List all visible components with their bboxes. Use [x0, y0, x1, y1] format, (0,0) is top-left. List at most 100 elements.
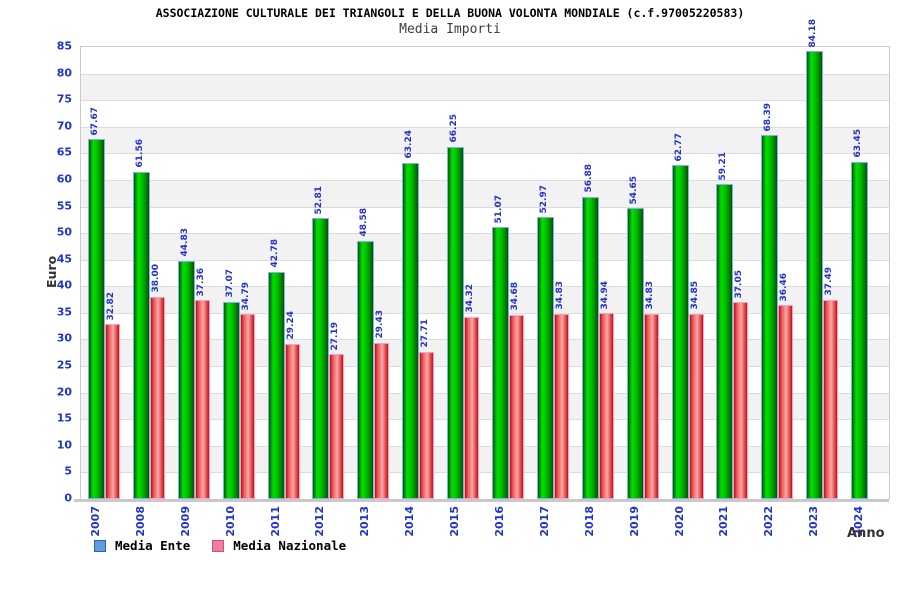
media-nazionale-bar: [149, 296, 165, 499]
x-tick-label: 2013: [358, 506, 372, 537]
bar-group: 48.58 29.43: [350, 47, 395, 499]
grid-band: [81, 445, 889, 473]
grid-band: [81, 312, 889, 340]
media-nazionale-value-label: 38.00: [150, 264, 161, 293]
x-tick-label: 2023: [807, 506, 821, 537]
media-ente-value-label: 52.81: [314, 185, 325, 215]
media-nazionale-value-label: 32.82: [106, 292, 116, 321]
media-nazionale-value-label: 37.05: [734, 269, 745, 298]
bar-group: 67.67 32.82: [81, 47, 126, 499]
media-nazionale-bar: [778, 305, 794, 499]
bar-group: 56.88 34.94: [575, 47, 620, 499]
media-nazionale-bar: [374, 342, 390, 499]
media-ente-value-label: 51.07: [494, 194, 504, 224]
bar-group: 84.18 37.49: [799, 19, 844, 499]
media-nazionale-bar: [419, 351, 435, 499]
legend-swatch-media-ente-icon: [94, 539, 106, 552]
x-tick-label: 2010: [223, 506, 237, 537]
media-ente-bar: [402, 162, 420, 499]
media-ente-bar: [177, 260, 195, 499]
media-nazionale-value-label: 27.71: [420, 319, 431, 348]
media-ente-bar: [222, 301, 240, 499]
grid-band: [81, 179, 889, 207]
media-ente-value-label: 62.77: [673, 132, 684, 162]
bar-group: 37.07 34.79: [216, 47, 261, 499]
media-ente-bar: [761, 135, 779, 499]
media-nazionale-value-label: 34.68: [510, 282, 520, 311]
y-axis-tick-labels: 0 5 10 15 20 25 30 35 40 45 50 55 60 65 70 75 80 85: [0, 41, 72, 504]
grid-band: [81, 126, 889, 154]
media-nazionale-value-label: 29.24: [285, 311, 296, 340]
media-ente-bar: [626, 208, 644, 499]
y-tick-label: 60: [56, 172, 72, 186]
media-ente-value-label: 54.65: [628, 175, 639, 205]
media-nazionale-value-label: 34.32: [465, 284, 476, 313]
x-tick-label: 2020: [672, 506, 686, 537]
grid-band: [81, 153, 889, 180]
y-tick-label: 40: [56, 278, 72, 292]
grid-band: [81, 100, 889, 127]
media-nazionale-bar: [464, 316, 480, 499]
y-tick-label: 10: [56, 438, 72, 452]
bar-group: 63.45: [844, 47, 889, 499]
media-ente-bar: [671, 165, 689, 499]
x-tick-label: 2011: [268, 506, 282, 537]
media-ente-value-label: 63.24: [404, 130, 415, 159]
grid-band: [81, 73, 889, 101]
media-nazionale-value-label: 37.36: [195, 267, 206, 297]
media-ente-bar: [267, 271, 285, 499]
y-tick-label: 45: [56, 252, 72, 266]
media-ente-bar: [357, 240, 375, 499]
x-tick-label: 2008: [133, 506, 147, 537]
media-ente-bar: [806, 51, 824, 499]
legend-label-media-nazionale: Media Nazionale: [233, 538, 347, 553]
media-nazionale-bar: [284, 343, 300, 499]
bar-group: 51.07 34.68: [485, 47, 530, 499]
x-axis-title: Anno: [847, 526, 885, 541]
legend-item-media-ente: Media Ente: [94, 538, 190, 553]
x-axis-line: [74, 499, 889, 502]
y-tick-label: 35: [56, 305, 72, 319]
bar-group: 61.56 38.00: [126, 47, 171, 499]
grid-band: [81, 419, 889, 446]
media-nazionale-value-label: 27.19: [330, 321, 341, 351]
media-ente-value-label: 48.58: [359, 208, 370, 237]
media-ente-bar: [536, 217, 554, 499]
media-nazionale-bar: [105, 324, 120, 499]
grid-band: [81, 339, 889, 367]
bar-group: 62.77 34.85: [665, 47, 710, 499]
x-tick-label: 2019: [627, 506, 641, 537]
grid-band: [81, 366, 889, 393]
media-ente-value-label: 37.07: [224, 269, 235, 298]
media-ente-bar: [447, 146, 465, 499]
x-tick-label: 2014: [403, 506, 417, 537]
y-tick-label: 55: [56, 199, 72, 213]
x-tick-label: 2015: [448, 506, 462, 537]
media-ente-value-label: 68.39: [763, 102, 774, 132]
media-nazionale-bar: [239, 314, 255, 499]
y-tick-label: 5: [64, 464, 72, 478]
x-tick-label: 2022: [762, 506, 776, 537]
y-tick-label: 70: [56, 119, 72, 133]
chart-title: ASSOCIAZIONE CULTURALE DEI TRIANGOLI E D…: [155, 6, 745, 20]
legend-swatch-media-nazionale-icon: [212, 539, 225, 552]
bar-group: 52.97 34.83: [530, 47, 575, 499]
media-nazionale-bar: [643, 313, 659, 499]
bar-group: 63.24 27.71: [395, 47, 440, 499]
bar-group: 44.83 37.36: [171, 47, 216, 499]
media-nazionale-value-label: 34.83: [644, 281, 655, 310]
x-tick-label: 2009: [178, 506, 192, 537]
y-tick-label: 0: [64, 491, 72, 505]
y-tick-label: 20: [56, 385, 72, 399]
x-tick-label: 2018: [582, 506, 596, 537]
grid-band: [81, 286, 889, 313]
y-tick-label: 75: [56, 92, 72, 106]
y-tick-label: 85: [56, 39, 72, 53]
grid-band: [81, 259, 889, 287]
bar-group: 42.78 29.24: [261, 47, 306, 499]
grid-band: [81, 392, 889, 420]
media-ente-bar: [581, 196, 599, 499]
legend: Media Ente Media Nazionale: [94, 538, 346, 553]
media-nazionale-value-label: 34.79: [240, 281, 251, 310]
media-nazionale-value-label: 29.43: [375, 310, 386, 339]
